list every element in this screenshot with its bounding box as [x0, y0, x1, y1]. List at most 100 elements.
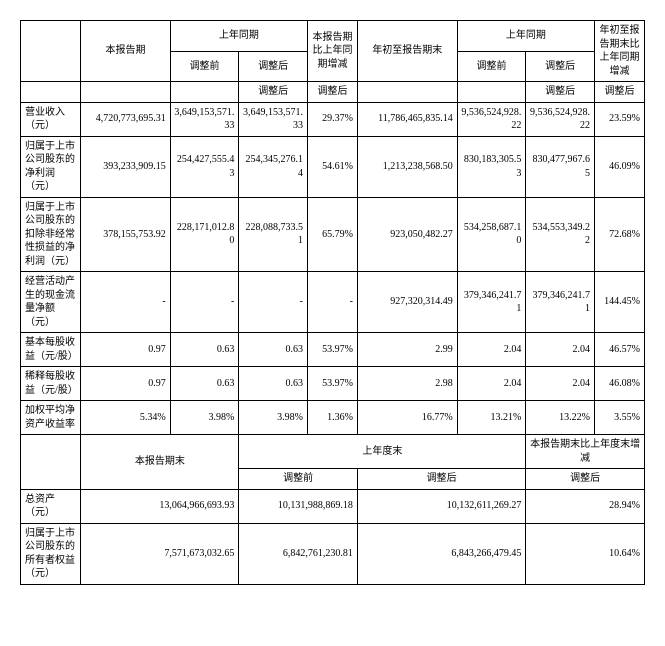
- cell: 2.98: [357, 367, 457, 401]
- cell: 9,536,524,928.22: [526, 102, 595, 136]
- hdr-adj-before-1: 调整前: [170, 51, 239, 82]
- hdr-blank4: [170, 82, 239, 103]
- hdr-adj-after-1c: 调整后: [308, 82, 358, 103]
- hdr-change-ytd: 年初至报告期末比上年同期增减: [594, 21, 644, 82]
- cell: 1.36%: [308, 401, 358, 435]
- cell: 0.97: [81, 333, 170, 367]
- table-row: 稀释每股收益（元/股） 0.97 0.63 0.63 53.97% 2.98 2…: [21, 367, 645, 401]
- cell: -: [308, 272, 358, 333]
- hdr-change-b: 本报告期末比上年度末增减: [526, 435, 645, 469]
- hdr-current-period: 本报告期: [81, 21, 170, 82]
- cell: 4,720,773,695.31: [81, 102, 170, 136]
- cell: 7,571,673,032.65: [81, 523, 239, 584]
- cell: 46.57%: [594, 333, 644, 367]
- row-label: 基本每股收益（元/股）: [21, 333, 81, 367]
- cell: 830,477,967.65: [526, 136, 595, 197]
- cell: 10,131,988,869.18: [239, 489, 358, 523]
- cell: 10.64%: [526, 523, 645, 584]
- hdr-adj-after-1b: 调整后: [239, 82, 308, 103]
- cell: 2.99: [357, 333, 457, 367]
- cell: -: [170, 272, 239, 333]
- cell: 6,842,761,230.81: [239, 523, 358, 584]
- cell: 28.94%: [526, 489, 645, 523]
- cell: 1,213,238,568.50: [357, 136, 457, 197]
- cell: 16.77%: [357, 401, 457, 435]
- cell: 228,088,733.51: [239, 197, 308, 272]
- cell: 0.63: [239, 367, 308, 401]
- hdr-adj-after-2c: 调整后: [594, 82, 644, 103]
- cell: -: [239, 272, 308, 333]
- cell: 0.63: [239, 333, 308, 367]
- hdr-blank-b: [21, 435, 81, 490]
- hdr-adj-after-b2: 调整后: [526, 469, 645, 490]
- cell: 3.55%: [594, 401, 644, 435]
- header-row-1: 本报告期 上年同期 本报告期比上年同期增减 年初至报告期末 上年同期 年初至报告…: [21, 21, 645, 52]
- cell: 6,843,266,479.45: [357, 523, 525, 584]
- hdr-adj-after-1: 调整后: [239, 51, 308, 82]
- hdr-ytd: 年初至报告期末: [357, 21, 457, 82]
- row-label: 加权平均净资产收益率: [21, 401, 81, 435]
- hdr-period-end: 本报告期末: [81, 435, 239, 490]
- cell: 379,346,241.71: [526, 272, 595, 333]
- hdr-blank3: [81, 82, 170, 103]
- cell: 29.37%: [308, 102, 358, 136]
- row-label: 营业收入（元）: [21, 102, 81, 136]
- cell: 254,427,555.43: [170, 136, 239, 197]
- row-label: 归属于上市公司股东的净利润（元）: [21, 136, 81, 197]
- cell: 927,320,314.49: [357, 272, 457, 333]
- table-row: 营业收入（元） 4,720,773,695.31 3,649,153,571.3…: [21, 102, 645, 136]
- cell: 9,536,524,928.22: [457, 102, 526, 136]
- table-row: 归属于上市公司股东的扣除非经常性损益的净利润（元） 378,155,753.92…: [21, 197, 645, 272]
- row-label: 归属于上市公司股东的所有者权益（元）: [21, 523, 81, 584]
- row-label: 归属于上市公司股东的扣除非经常性损益的净利润（元）: [21, 197, 81, 272]
- header-row-3: 调整后 调整后 调整后 调整后: [21, 82, 645, 103]
- cell: 3.98%: [170, 401, 239, 435]
- row-label: 稀释每股收益（元/股）: [21, 367, 81, 401]
- hdr-blank6: [457, 82, 526, 103]
- cell: 254,345,276.14: [239, 136, 308, 197]
- cell: 5.34%: [81, 401, 170, 435]
- cell: 0.63: [170, 333, 239, 367]
- cell: 2.04: [457, 333, 526, 367]
- hdr-blank: [21, 21, 81, 82]
- cell: 10,132,611,269.27: [357, 489, 525, 523]
- cell: 534,258,687.10: [457, 197, 526, 272]
- cell: 379,346,241.71: [457, 272, 526, 333]
- hdr-blank2: [21, 82, 81, 103]
- hdr-prior-year-end: 上年度末: [239, 435, 526, 469]
- cell: 53.97%: [308, 367, 358, 401]
- cell: 0.97: [81, 367, 170, 401]
- hdr-change-q: 本报告期比上年同期增减: [308, 21, 358, 82]
- cell: 3.98%: [239, 401, 308, 435]
- hdr-blank5: [357, 82, 457, 103]
- cell: 3,649,153,571.33: [170, 102, 239, 136]
- cell: 72.68%: [594, 197, 644, 272]
- table-row: 基本每股收益（元/股） 0.97 0.63 0.63 53.97% 2.99 2…: [21, 333, 645, 367]
- cell: 378,155,753.92: [81, 197, 170, 272]
- hdr-adj-before-b: 调整前: [239, 469, 358, 490]
- hdr-adj-before-2: 调整前: [457, 51, 526, 82]
- cell: 54.61%: [308, 136, 358, 197]
- hdr-prior-ytd: 上年同期: [457, 21, 594, 52]
- cell: 534,553,349.22: [526, 197, 595, 272]
- cell: 393,233,909.15: [81, 136, 170, 197]
- cell: 2.04: [457, 367, 526, 401]
- cell: 3,649,153,571.33: [239, 102, 308, 136]
- cell: 144.45%: [594, 272, 644, 333]
- table-row: 归属于上市公司股东的所有者权益（元） 7,571,673,032.65 6,84…: [21, 523, 645, 584]
- cell: 11,786,465,835.14: [357, 102, 457, 136]
- cell: 228,171,012.80: [170, 197, 239, 272]
- hdr-adj-after-2: 调整后: [526, 51, 595, 82]
- row-label: 经营活动产生的现金流量净额（元）: [21, 272, 81, 333]
- hdr-prior-period: 上年同期: [170, 21, 307, 52]
- table-row: 归属于上市公司股东的净利润（元） 393,233,909.15 254,427,…: [21, 136, 645, 197]
- hdr-adj-after-2b: 调整后: [526, 82, 595, 103]
- cell: 13.22%: [526, 401, 595, 435]
- table-row: 加权平均净资产收益率 5.34% 3.98% 3.98% 1.36% 16.77…: [21, 401, 645, 435]
- cell: 46.08%: [594, 367, 644, 401]
- cell: 13.21%: [457, 401, 526, 435]
- header-row-b1: 本报告期末 上年度末 本报告期末比上年度末增减: [21, 435, 645, 469]
- cell: 65.79%: [308, 197, 358, 272]
- cell: 13,064,966,693.93: [81, 489, 239, 523]
- cell: 923,050,482.27: [357, 197, 457, 272]
